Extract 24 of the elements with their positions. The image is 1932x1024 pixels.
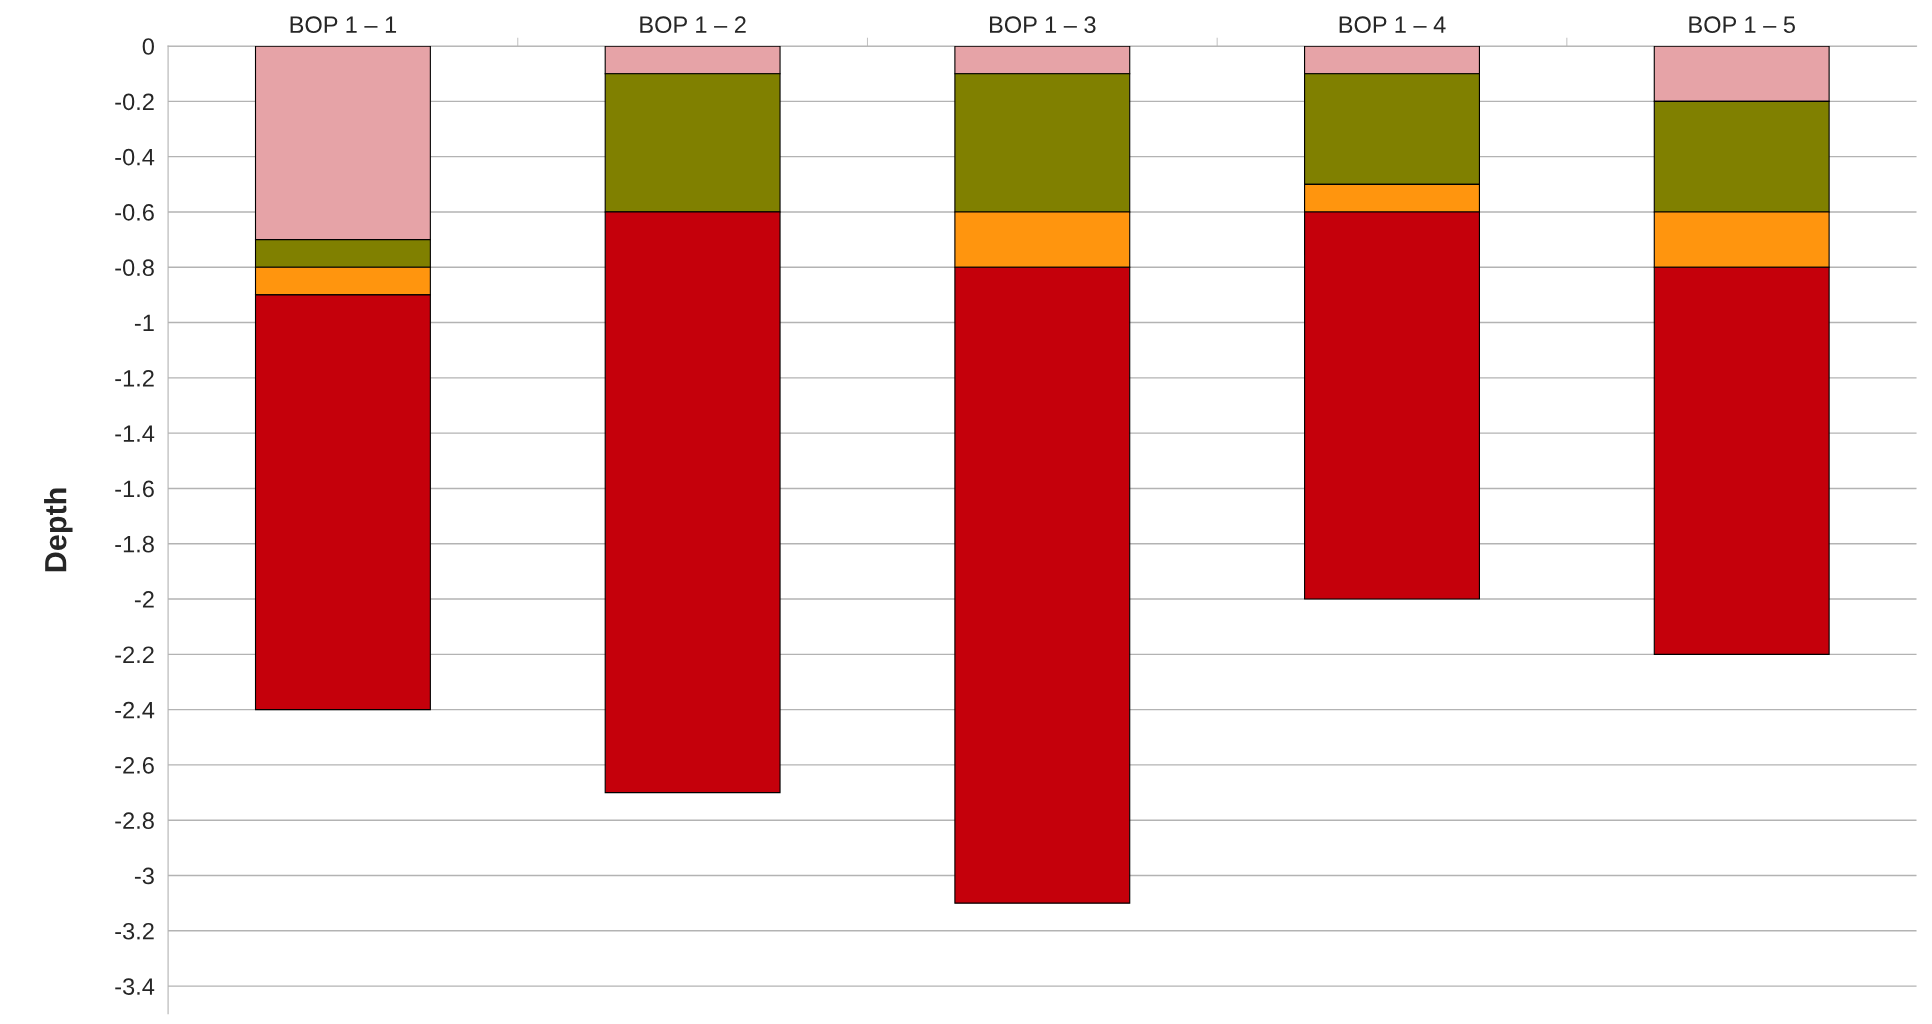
y-tick-label: -2.4 — [115, 701, 155, 719]
y-tick-label: -3.4 — [115, 978, 155, 995]
y-tick-label: -1 — [134, 314, 154, 332]
y-tick-label: -1.8 — [115, 535, 154, 553]
x-tick-label: BOP 1 – 1 — [290, 16, 397, 34]
y-tick-label: -3.2 — [115, 922, 154, 940]
y-tick-label: -3 — [134, 867, 154, 885]
y-axis-title: Depth — [44, 488, 73, 572]
y-tick-label: -1.4 — [115, 425, 155, 442]
y-tick-label: -2.2 — [115, 646, 154, 663]
y-tick-label: -0.2 — [115, 93, 154, 111]
y-tick-label: -2.8 — [115, 812, 154, 830]
y-tick-label: -0.4 — [115, 148, 155, 166]
y-tick-label: -2 — [134, 591, 154, 608]
y-tick-label: -0.8 — [115, 259, 154, 277]
y-tick-label: -0.6 — [115, 204, 154, 221]
y-tick-label: 0 — [142, 38, 154, 55]
y-tick-label: -1.6 — [115, 480, 154, 498]
x-tick-label: BOP 1 – 5 — [1689, 16, 1795, 34]
x-tick-label: BOP 1 – 3 — [989, 16, 1096, 34]
y-tick-label: -1.2 — [115, 369, 154, 387]
x-tick-label: BOP 1 – 4 — [1339, 16, 1446, 34]
y-tick-label: -2.6 — [115, 757, 154, 774]
x-tick-label: BOP 1 – 2 — [640, 16, 746, 34]
